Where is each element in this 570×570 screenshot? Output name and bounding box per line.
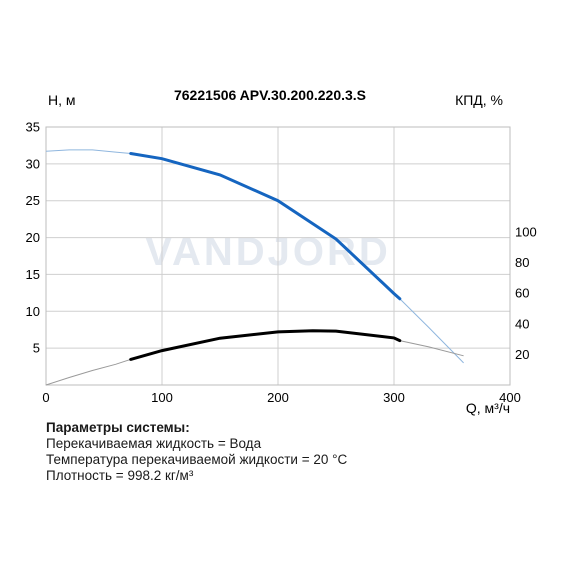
y2-tick-label: 40 — [515, 316, 529, 331]
y-tick-label: 10 — [26, 304, 40, 319]
vandjord-watermark: VANDJORD — [145, 230, 391, 274]
density-line: Плотность = 998.2 кг/м³ — [46, 468, 194, 483]
x-tick-label: 200 — [267, 390, 289, 405]
y-tick-label: 35 — [26, 120, 40, 135]
efficiency-curve-operating — [129, 329, 402, 361]
y2-tick-label: 100 — [515, 225, 537, 240]
x-axis-label: Q, м³/ч — [466, 400, 510, 416]
plot-frame — [45, 126, 511, 386]
curves — [45, 149, 464, 386]
y2-tick-label: 60 — [515, 286, 529, 301]
y2-tick-label: 20 — [515, 347, 529, 362]
y-tick-label: 5 — [33, 341, 40, 356]
chart-title: 76221506 APV.30.200.220.3.S — [174, 87, 366, 103]
y-tick-label: 20 — [26, 230, 40, 245]
y2-tick-label: 80 — [515, 255, 529, 270]
system-parameters-heading: Параметры системы: — [46, 420, 190, 435]
y-tick-label: 25 — [26, 193, 40, 208]
x-tick-label: 100 — [151, 390, 173, 405]
system-parameters: Параметры системы: Перекачиваемая жидкос… — [46, 420, 347, 484]
x-tick-label: 300 — [383, 390, 405, 405]
tick-labels: 0 100 200 300 400 5 10 15 20 25 30 35 20 40 60 80 100 — [26, 120, 537, 406]
temperature-line: Температура перекачиваемой жидкости = 20… — [46, 452, 348, 467]
grid — [45, 126, 511, 386]
y2-axis-label: КПД, % — [455, 92, 503, 108]
liquid-line: Перекачиваемая жидкость = Вода — [46, 436, 262, 451]
x-tick-label: 0 — [42, 390, 49, 405]
efficiency-curve-full — [45, 330, 464, 386]
y-axis-label: H, м — [48, 92, 76, 108]
y-tick-label: 15 — [26, 267, 40, 282]
x-tick-label: 400 — [499, 390, 521, 405]
head-curve-operating — [129, 152, 402, 301]
y-tick-label: 30 — [26, 156, 40, 171]
